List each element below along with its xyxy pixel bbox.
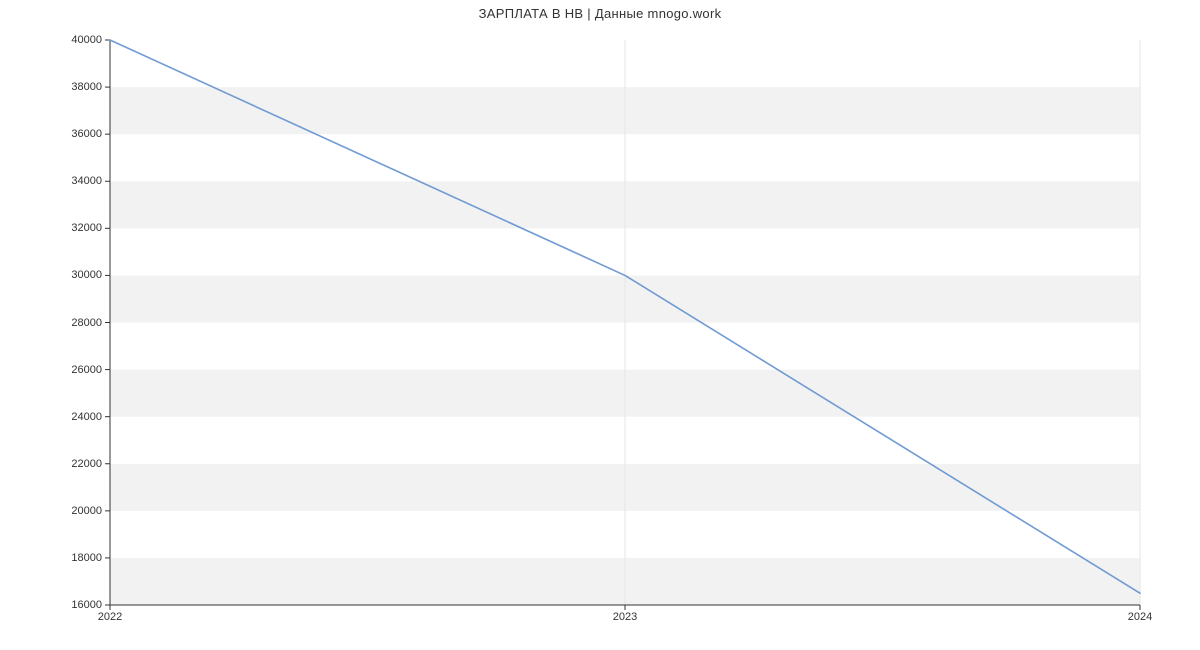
plot-area: 1600018000200002200024000260002800030000… <box>110 40 1140 605</box>
salary-line-chart: ЗАРПЛАТА В НВ | Данные mnogo.work 160001… <box>0 0 1200 650</box>
y-tick-label: 34000 <box>71 175 102 187</box>
y-tick-label: 20000 <box>71 505 102 517</box>
plot-svg <box>110 40 1140 605</box>
y-tick-label: 18000 <box>71 552 102 564</box>
y-tick-label: 24000 <box>71 411 102 423</box>
y-tick-label: 28000 <box>71 317 102 329</box>
y-tick-label: 16000 <box>71 599 102 611</box>
y-tick-label: 26000 <box>71 364 102 376</box>
y-tick-label: 32000 <box>71 222 102 234</box>
x-tick-label: 2024 <box>1128 611 1152 623</box>
y-tick-label: 22000 <box>71 458 102 470</box>
y-tick-label: 38000 <box>71 81 102 93</box>
y-tick-label: 36000 <box>71 128 102 140</box>
y-tick-label: 30000 <box>71 269 102 281</box>
y-tick-label: 40000 <box>71 34 102 46</box>
x-tick-label: 2023 <box>613 611 637 623</box>
chart-title: ЗАРПЛАТА В НВ | Данные mnogo.work <box>0 6 1200 21</box>
x-tick-label: 2022 <box>98 611 122 623</box>
